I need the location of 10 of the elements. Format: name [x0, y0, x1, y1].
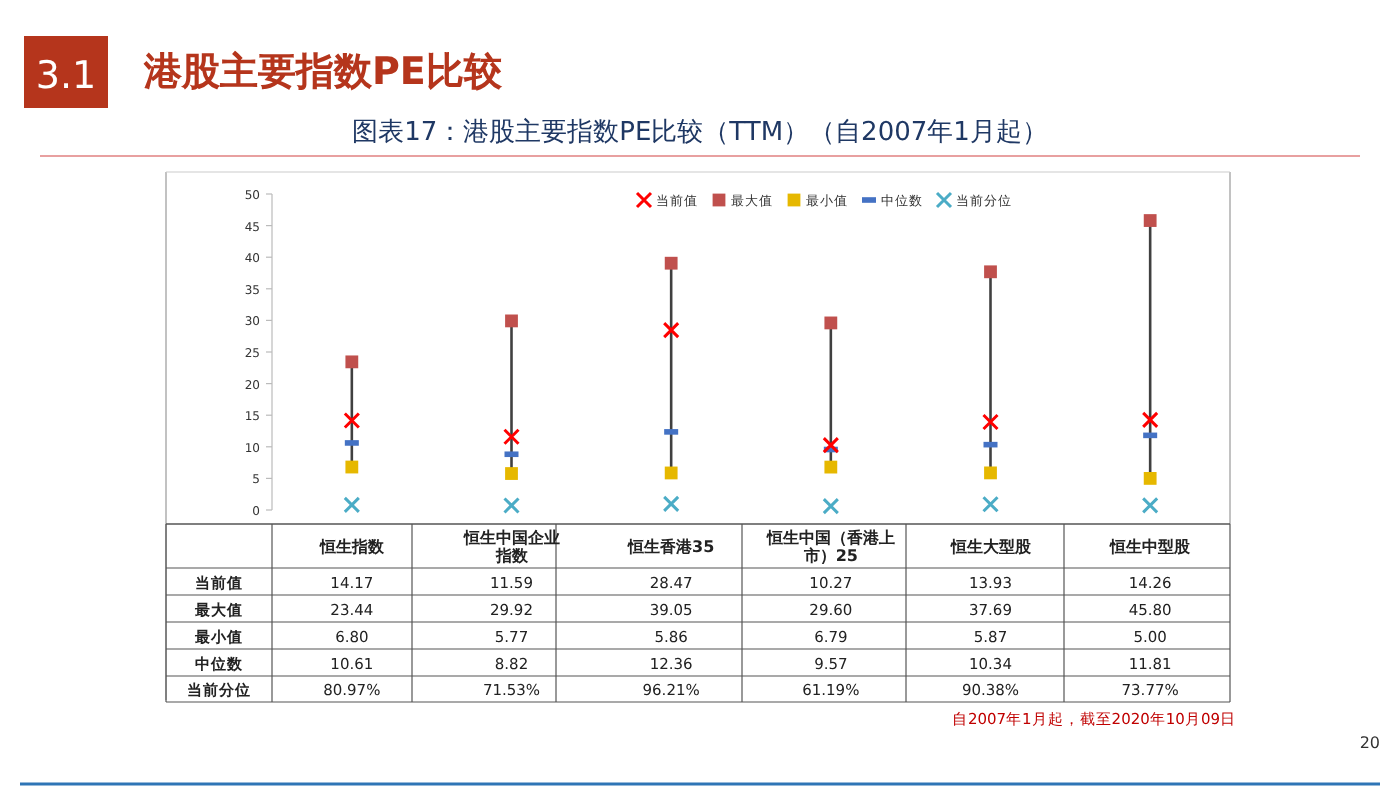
x-tick-label: 恒生大型股: [948, 538, 1033, 556]
x-tick-label: 恒生中国（香港上市）25: [764, 529, 895, 565]
chart-title: 图表17：港股主要指数PE比较（TTM）（自2007年1月起）: [352, 116, 1048, 148]
x-tick-label: 恒生中国企业指数: [461, 529, 560, 565]
x-tick-label: 恒生指数: [317, 538, 386, 556]
x-tick-label: 恒生香港35: [626, 538, 716, 556]
x-tick-label: 恒生中型股: [1108, 538, 1193, 556]
text: 3.1: [35, 54, 97, 98]
text: 20: [1359, 734, 1380, 752]
text: 港股主要指数PE比较: [142, 50, 504, 94]
